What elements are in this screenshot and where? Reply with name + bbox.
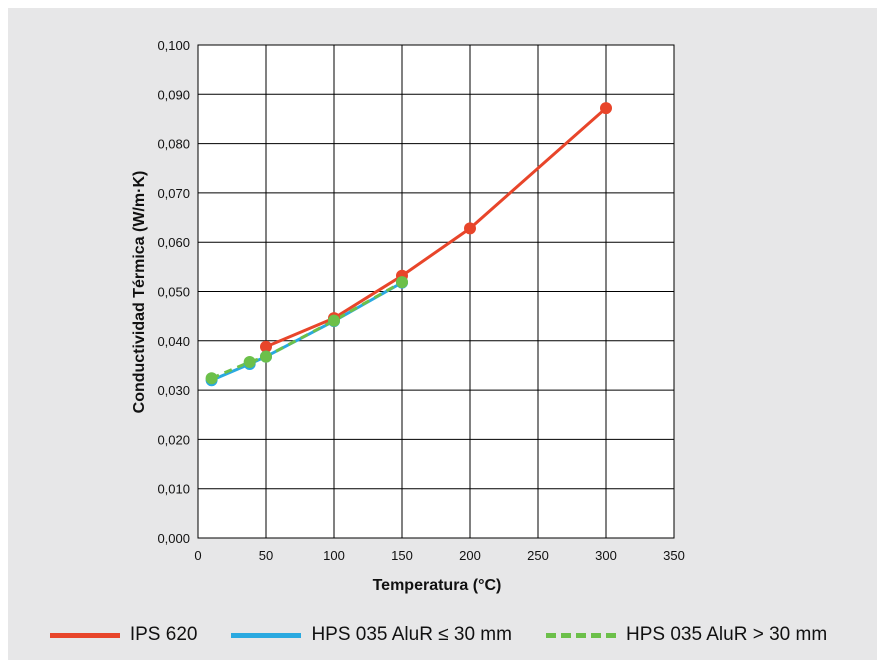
legend: IPS 620 HPS 035 AluR ≤ 30 mm HPS 035 Alu… [0,620,877,650]
y-axis-label: Conductividad Térmica (W/m·K) [131,171,148,414]
legend-item-hps-le30: HPS 035 AluR ≤ 30 mm [231,624,512,646]
y-tick-label: 0,020 [157,432,190,447]
page-top-strip [0,0,877,8]
x-axis-label: Temperatura (°C) [373,577,502,594]
y-tick-label: 0,000 [157,531,190,546]
data-point-series-0 [260,340,272,353]
y-tick-label: 0,040 [157,334,190,349]
legend-swatch-hps-le30 [231,632,302,638]
legend-label-hps-gt30: HPS 035 AluR > 30 mm [625,624,828,645]
data-point-series-0 [600,102,612,115]
x-tick-label: 200 [459,548,481,563]
x-tick-label: 0 [194,548,201,563]
y-tick-label: 0,060 [157,235,190,250]
y-tick-label: 0,030 [157,383,190,398]
x-tick-label: 150 [391,548,413,563]
x-tick-label: 50 [259,548,273,563]
y-tick-label: 0,070 [157,186,190,201]
data-point-series-2 [205,372,218,385]
legend-item-hps-gt30: HPS 035 AluR > 30 mm [545,624,828,646]
data-point-series-2 [328,314,340,327]
x-tick-label: 250 [527,548,549,563]
data-point-series-2 [396,276,408,289]
line-chart: 0,000 0,010 0,020 0,030 0,040 0,050 0,060 0,070… [131,38,685,594]
data-point-series-2 [243,355,256,368]
data-point-series-2 [260,350,272,363]
y-tick-label: 0,010 [157,482,190,497]
y-tick-label: 0,050 [157,285,190,300]
legend-swatch-hps-gt30 [545,632,616,638]
legend-swatch-ips620 [49,632,120,638]
data-point-series-0 [464,222,476,235]
y-tick-label: 0,080 [157,137,190,152]
legend-label-ips620: IPS 620 [129,624,198,645]
y-axis-ticks: 0,000 0,010 0,020 0,030 0,040 0,050 0,060 0,070… [157,38,190,546]
x-tick-label: 300 [595,548,617,563]
x-tick-label: 350 [663,548,685,563]
series-layer [205,102,612,387]
legend-label-hps-le30: HPS 035 AluR ≤ 30 mm [311,624,512,645]
y-tick-label: 0,100 [157,38,190,53]
legend-item-ips620: IPS 620 [49,624,198,646]
y-tick-label: 0,090 [157,87,190,102]
grid-lines [197,44,675,539]
x-axis-ticks: 0 50 100 150 200 250 300 350 [194,548,684,563]
x-tick-label: 100 [323,548,345,563]
